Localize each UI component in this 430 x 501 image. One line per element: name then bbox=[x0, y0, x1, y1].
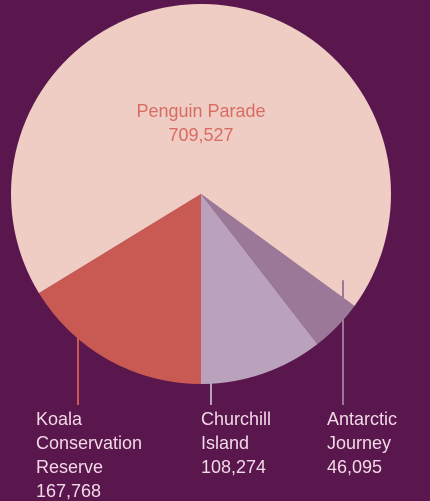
slice-value: 709,527 bbox=[168, 125, 233, 145]
pie-slice bbox=[10, 4, 391, 307]
slice-label: Antarctic Journey bbox=[327, 409, 397, 453]
pie-slice bbox=[38, 194, 202, 384]
slice-label: Churchill Island bbox=[201, 409, 271, 453]
pie-slice bbox=[201, 194, 355, 345]
pie-slice bbox=[201, 194, 318, 384]
slice-value: 46,095 bbox=[327, 457, 382, 477]
slice-label: Koala Conservation Reserve bbox=[36, 409, 142, 477]
slice-value: 167,768 bbox=[36, 481, 101, 501]
slice-value: 108,274 bbox=[201, 457, 266, 477]
slice-label: Penguin Parade bbox=[136, 101, 265, 121]
